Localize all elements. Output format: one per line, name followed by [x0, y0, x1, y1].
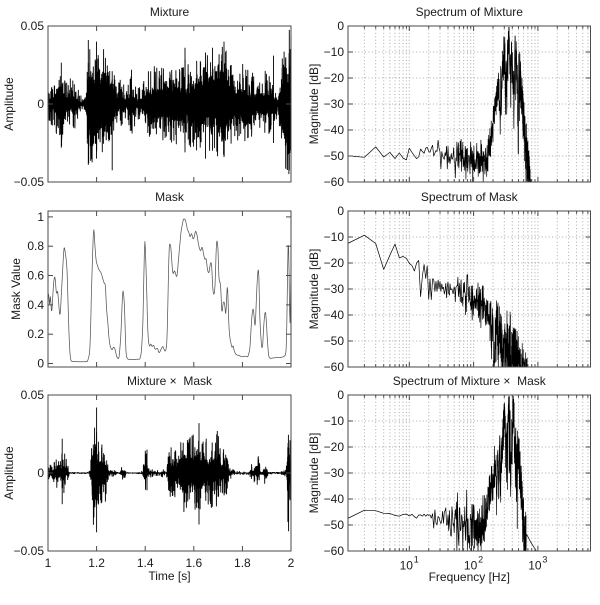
svg-text:−0.05: −0.05: [14, 544, 45, 558]
svg-text:−40: −40: [324, 123, 345, 137]
svg-text:0: 0: [37, 466, 44, 480]
svg-text:2: 2: [478, 555, 483, 565]
svg-text:−60: −60: [324, 175, 345, 189]
svg-text:10: 10: [464, 559, 478, 573]
svg-text:−10: −10: [324, 230, 345, 244]
svg-text:Spectrum of Mixture × Mask: Spectrum of Mixture × Mask: [393, 374, 547, 388]
svg-text:−40: −40: [324, 308, 345, 322]
svg-text:−50: −50: [324, 334, 345, 348]
svg-text:0.05: 0.05: [21, 388, 45, 402]
svg-text:−10: −10: [324, 45, 345, 59]
svg-text:−0.05: −0.05: [14, 175, 45, 189]
svg-text:−40: −40: [324, 492, 345, 506]
svg-text:10: 10: [528, 559, 542, 573]
svg-text:Time [s]: Time [s]: [148, 569, 190, 583]
svg-text:Mask Value: Mask Value: [9, 258, 23, 320]
svg-text:−60: −60: [324, 360, 345, 374]
svg-text:1: 1: [414, 555, 419, 565]
svg-text:1.8: 1.8: [234, 556, 251, 570]
svg-text:−50: −50: [324, 518, 345, 532]
svg-text:Magnitude [dB]: Magnitude [dB]: [307, 249, 321, 330]
svg-text:Mask: Mask: [155, 190, 185, 204]
svg-text:Mixture × Mask: Mixture × Mask: [127, 374, 213, 388]
svg-text:0: 0: [337, 388, 344, 402]
svg-text:−30: −30: [324, 97, 345, 111]
svg-text:−50: −50: [324, 149, 345, 163]
svg-text:3: 3: [542, 555, 547, 565]
svg-text:0.6: 0.6: [27, 269, 44, 283]
svg-text:0: 0: [37, 357, 44, 371]
svg-text:Magnitude [dB]: Magnitude [dB]: [307, 64, 321, 145]
svg-text:−20: −20: [324, 71, 345, 85]
svg-text:0: 0: [37, 97, 44, 111]
svg-text:Frequency [Hz]: Frequency [Hz]: [429, 570, 510, 584]
svg-text:10: 10: [400, 559, 414, 573]
svg-text:0.05: 0.05: [21, 19, 45, 33]
svg-text:1.4: 1.4: [137, 556, 154, 570]
svg-text:0.8: 0.8: [27, 239, 44, 253]
svg-text:0.2: 0.2: [27, 327, 44, 341]
svg-text:−10: −10: [324, 414, 345, 428]
svg-text:Amplitude: Amplitude: [2, 446, 16, 500]
svg-text:−30: −30: [324, 466, 345, 480]
svg-text:0: 0: [337, 19, 344, 33]
svg-text:0: 0: [337, 204, 344, 218]
svg-text:1.2: 1.2: [88, 556, 105, 570]
svg-text:−60: −60: [324, 544, 345, 558]
svg-text:Spectrum of Mixture: Spectrum of Mixture: [416, 5, 524, 19]
svg-text:Spectrum of Mask: Spectrum of Mask: [421, 190, 519, 204]
svg-text:Amplitude: Amplitude: [2, 77, 16, 131]
svg-text:−30: −30: [324, 282, 345, 296]
svg-text:1: 1: [37, 210, 44, 224]
svg-text:−20: −20: [324, 256, 345, 270]
svg-text:1.6: 1.6: [185, 556, 202, 570]
svg-text:−20: −20: [324, 440, 345, 454]
svg-text:1: 1: [45, 556, 52, 570]
svg-text:Mixture: Mixture: [150, 5, 190, 19]
svg-text:Magnitude [dB]: Magnitude [dB]: [307, 433, 321, 514]
svg-text:0.4: 0.4: [27, 298, 44, 312]
svg-text:2: 2: [288, 556, 295, 570]
